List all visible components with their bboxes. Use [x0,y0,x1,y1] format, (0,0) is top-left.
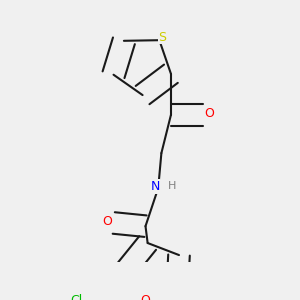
Text: O: O [204,107,214,120]
Text: Cl: Cl [70,294,83,300]
Text: S: S [158,31,166,44]
Text: H: H [168,182,177,191]
Text: O: O [140,294,150,300]
Text: N: N [150,180,160,193]
Text: O: O [103,215,112,228]
